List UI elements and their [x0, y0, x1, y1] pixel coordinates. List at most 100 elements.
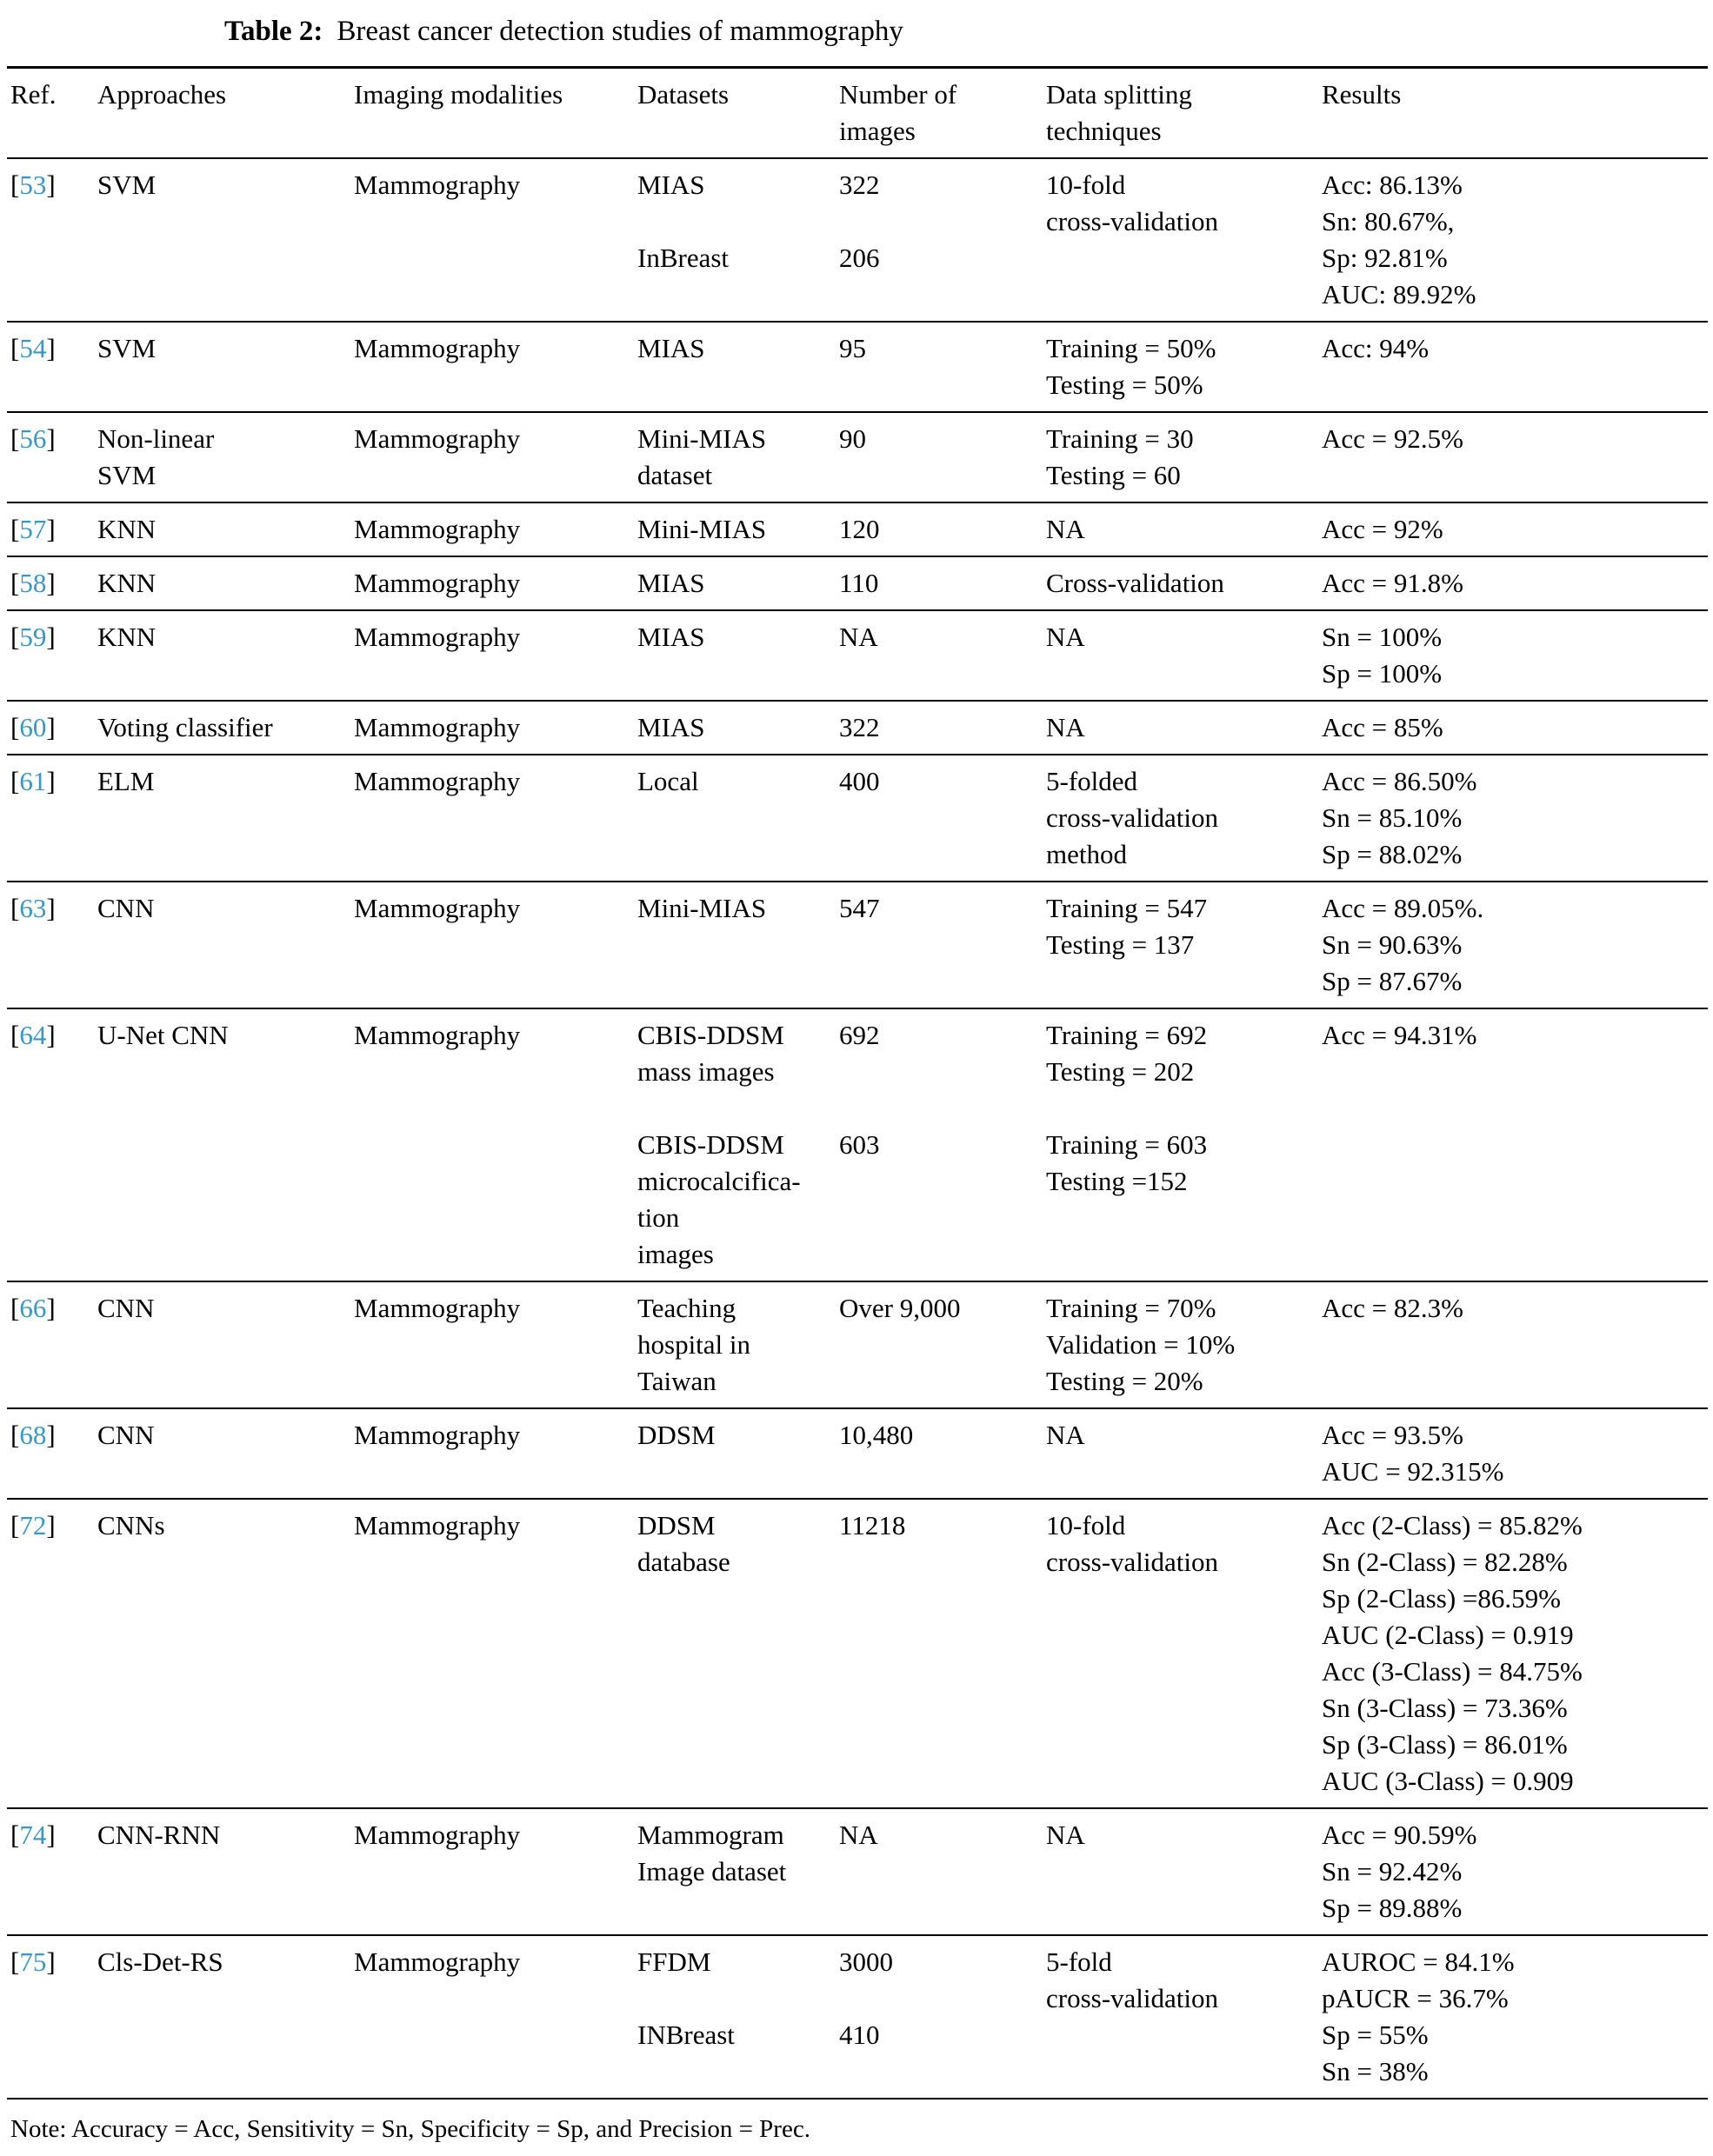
results-cell: Acc = 85%: [1322, 712, 1443, 742]
citation-bracket-open: [: [10, 333, 20, 363]
data-splitting-cell: Training = 50% Testing = 50%: [1046, 333, 1216, 400]
datasets-cell: MIAS: [637, 333, 705, 363]
citation-link[interactable]: 54: [19, 333, 47, 363]
results-cell: Acc = 86.50% Sn = 85.10% Sp = 88.02%: [1322, 766, 1477, 869]
data-splitting-cell: 10-fold cross-validation: [1046, 170, 1219, 236]
results-cell: Sn = 100% Sp = 100%: [1322, 622, 1443, 689]
ref-cell: [61]: [7, 755, 97, 881]
results-cell: Acc = 89.05%. Sn = 90.63% Sp = 87.67%: [1322, 893, 1484, 996]
image-count-cell: 90: [839, 423, 866, 454]
data-splitting-cell: Training = 547 Testing = 137: [1046, 893, 1208, 960]
modality-cell: Mammography: [354, 423, 521, 454]
table-footnote: Note: Accuracy = Acc, Sensitivity = Sn, …: [10, 2115, 810, 2143]
citation-bracket-close: ]: [46, 766, 56, 796]
citation-bracket-close: ]: [46, 1020, 56, 1050]
ref-cell: [57]: [7, 503, 97, 556]
data-splitting-cell: NA: [1046, 1820, 1085, 1850]
table-row: [59] KNN Mammography MIAS NA NA Sn = 100% Sp =…: [7, 611, 1708, 702]
citation-bracket-open: [: [10, 170, 20, 200]
image-count-cell: 11218: [839, 1510, 906, 1540]
image-count-cell: NA: [839, 1820, 878, 1850]
datasets-cell: Mini-MIAS: [637, 893, 767, 923]
table-header-row: Ref. Approaches Imaging modalities Datasets…: [7, 66, 1708, 159]
datasets-cell: Mini-MIAS dataset: [637, 423, 767, 490]
datasets-cell: Mini-MIAS: [637, 514, 767, 544]
table-row: [74] CNN-RNN Mammography Mammogram Image da…: [7, 1809, 1708, 1936]
modality-cell: Mammography: [354, 1020, 521, 1050]
approach-cell: KNN: [97, 514, 157, 544]
citation-link[interactable]: 56: [19, 423, 47, 454]
ref-cell: [58]: [7, 557, 97, 609]
citation-link[interactable]: 74: [19, 1820, 47, 1850]
table-row: [68] CNN Mammography DDSM 10,480 NA Acc = 93.5…: [7, 1409, 1708, 1500]
citation-link[interactable]: 53: [19, 170, 47, 200]
citation-bracket-open: [: [10, 622, 20, 652]
citation-link[interactable]: 58: [19, 568, 47, 598]
modality-cell: Mammography: [354, 170, 521, 200]
results-cell: Acc = 92.5%: [1322, 423, 1463, 454]
data-splitting-cell: Cross-validation: [1046, 568, 1224, 598]
citation-link[interactable]: 63: [19, 893, 47, 923]
datasets-cell: MIAS: [637, 712, 705, 742]
modality-cell: Mammography: [354, 514, 521, 544]
ref-cell: [63]: [7, 882, 97, 1008]
data-splitting-cell: NA: [1046, 1420, 1085, 1450]
modality-cell: Mammography: [354, 568, 521, 598]
citation-bracket-open: [: [10, 766, 20, 796]
datasets-cell: CBIS-DDSM mass images CBIS-DDSM microcal…: [637, 1020, 801, 1269]
results-cell: Acc = 94.31%: [1322, 1020, 1477, 1050]
studies-table: Ref. Approaches Imaging modalities Datasets…: [7, 66, 1708, 2099]
data-splitting-cell: 10-fold cross-validation: [1046, 1510, 1219, 1577]
citation-bracket-close: ]: [46, 514, 56, 544]
results-cell: AUROC = 84.1% pAUCR = 36.7% Sp = 55% Sn …: [1322, 1946, 1515, 2086]
modality-cell: Mammography: [354, 1293, 521, 1323]
table-row: [56] Non-linear SVM Mammography Mini-MIAS d…: [7, 413, 1708, 503]
table-row: [57] KNN Mammography Mini-MIAS 120 NA Acc = 92…: [7, 503, 1708, 557]
table-row: [54] SVM Mammography MIAS 95 Training = 50% T…: [7, 323, 1708, 413]
datasets-cell: DDSM: [637, 1420, 716, 1450]
citation-link[interactable]: 68: [19, 1420, 47, 1450]
citation-bracket-close: ]: [46, 170, 56, 200]
citation-bracket-open: [: [10, 1420, 20, 1450]
datasets-cell: Mammogram Image dataset: [637, 1820, 787, 1886]
results-cell: Acc = 90.59% Sn = 92.42% Sp = 89.88%: [1322, 1820, 1477, 1923]
datasets-cell: Local: [637, 766, 699, 796]
citation-link[interactable]: 72: [19, 1510, 47, 1540]
citation-link[interactable]: 66: [19, 1293, 47, 1323]
citation-bracket-open: [: [10, 893, 20, 923]
citation-bracket-open: [: [10, 1820, 20, 1850]
results-cell: Acc (2-Class) = 85.82% Sn (2-Class) = 82…: [1322, 1510, 1583, 1796]
citation-bracket-open: [: [10, 514, 20, 544]
image-count-cell: 400: [839, 766, 880, 796]
approach-cell: Voting classifier: [97, 712, 273, 742]
table-body: [53] SVM Mammography MIAS InBreast 322 206 10…: [7, 159, 1708, 2099]
image-count-cell: 692 603: [839, 1020, 880, 1160]
citation-link[interactable]: 60: [19, 712, 47, 742]
table-row: [64] U-Net CNN Mammography CBIS-DDSM mass i…: [7, 1009, 1708, 1282]
citation-bracket-open: [: [10, 568, 20, 598]
datasets-cell: DDSM database: [637, 1510, 730, 1577]
approach-cell: KNN: [97, 622, 157, 652]
ref-cell: [60]: [7, 702, 97, 754]
modality-cell: Mammography: [354, 766, 521, 796]
table-caption-text: Breast cancer detection studies of mammo…: [337, 16, 903, 47]
citation-bracket-open: [: [10, 712, 20, 742]
citation-bracket-close: ]: [46, 1420, 56, 1450]
citation-link[interactable]: 57: [19, 514, 47, 544]
citation-link[interactable]: 75: [19, 1946, 47, 1977]
table-row: [72] CNNs Mammography DDSM database 11218 10-…: [7, 1500, 1708, 1809]
image-count-cell: 322 206: [839, 170, 880, 273]
citation-link[interactable]: 59: [19, 622, 47, 652]
table-row: [75] Cls-Det-RS Mammography FFDM INBreast 30…: [7, 1936, 1708, 2099]
citation-bracket-close: ]: [46, 1510, 56, 1540]
modality-cell: Mammography: [354, 1946, 521, 1977]
ref-cell: [53]: [7, 159, 97, 321]
image-count-cell: Over 9,000: [839, 1293, 961, 1323]
approach-cell: CNNs: [97, 1510, 165, 1540]
citation-bracket-close: ]: [46, 712, 56, 742]
image-count-cell: 95: [839, 333, 866, 363]
results-cell: Acc: 94%: [1322, 333, 1430, 363]
citation-link[interactable]: 61: [19, 766, 47, 796]
ref-cell: [66]: [7, 1282, 97, 1407]
citation-link[interactable]: 64: [19, 1020, 47, 1050]
